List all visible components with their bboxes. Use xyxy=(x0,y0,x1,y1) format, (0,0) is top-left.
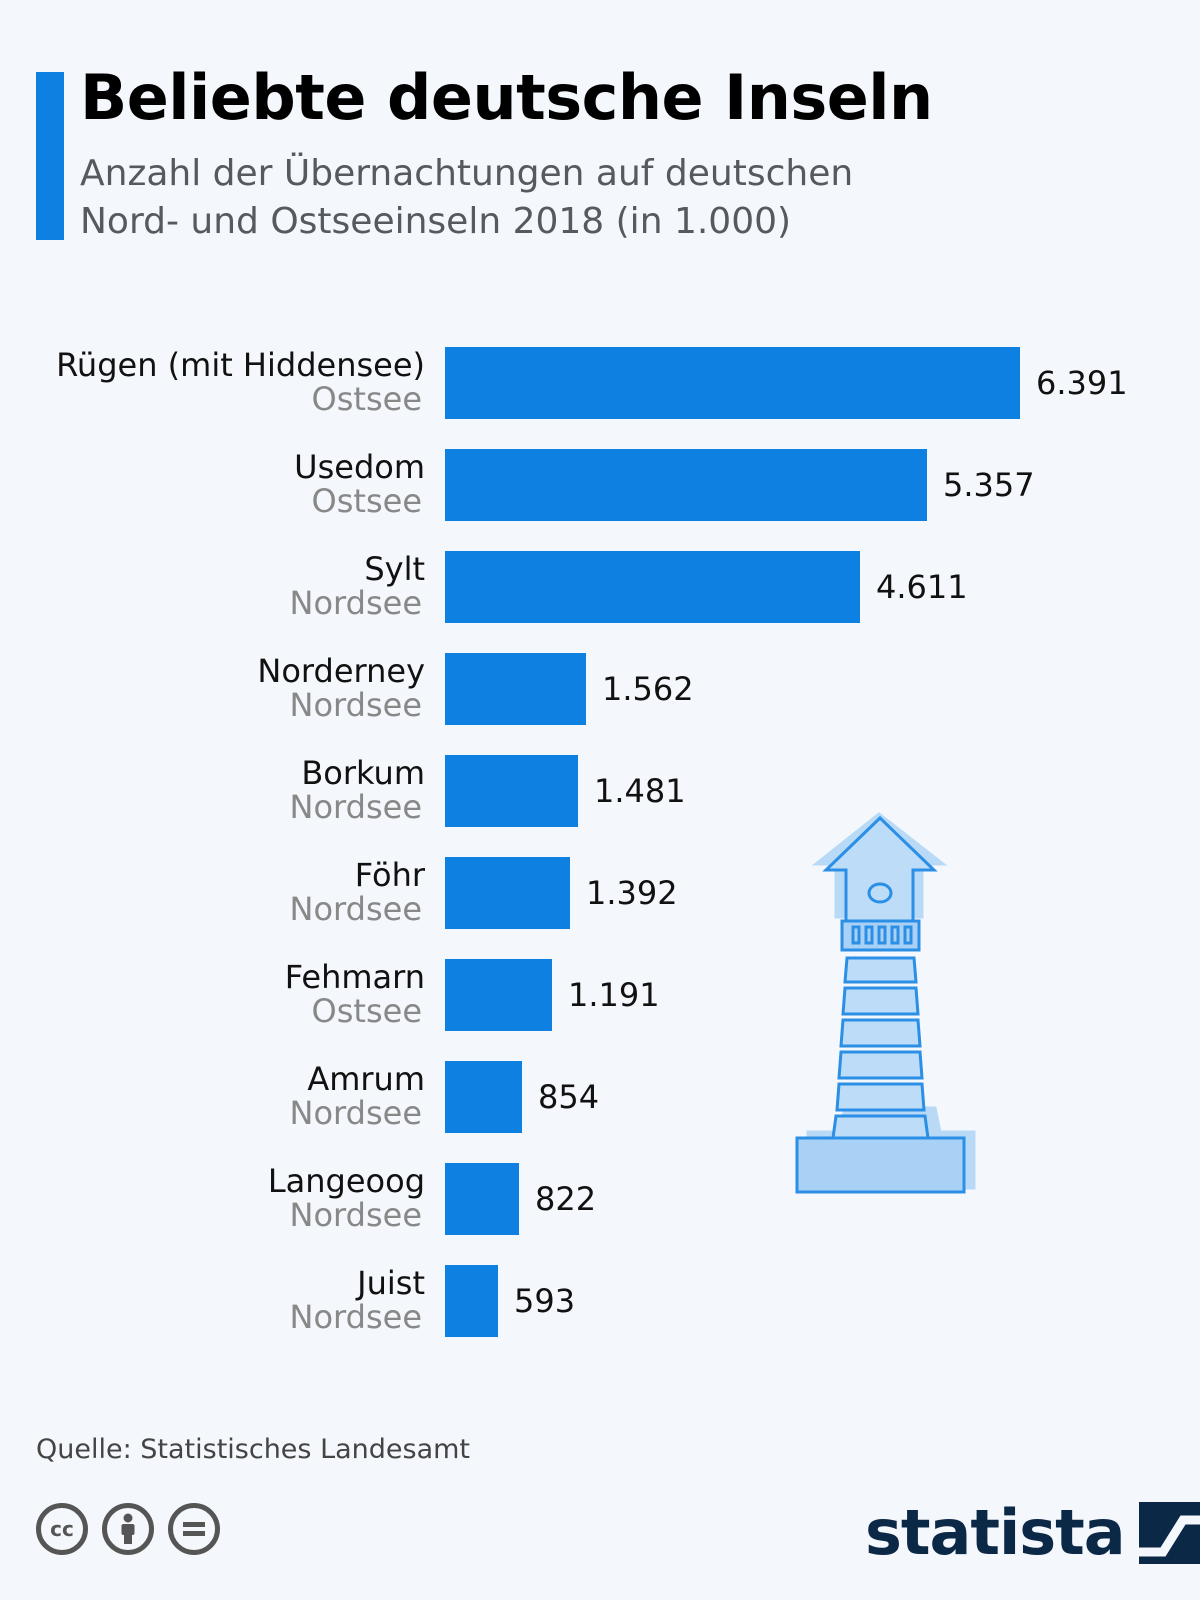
statista-logo: statista xyxy=(865,1498,1200,1568)
subtitle-line-2: Nord- und Ostseeinseln 2018 (in 1.000) xyxy=(80,201,792,242)
bar-8 xyxy=(445,1163,519,1235)
sea-label-3: Nordsee xyxy=(290,686,422,724)
lighthouse-illustration xyxy=(795,812,976,1194)
cc-icon[interactable]: cc xyxy=(36,1503,88,1555)
source-note: Quelle: Statistisches Landesamt xyxy=(36,1434,471,1465)
license-icons: cc xyxy=(36,1503,220,1555)
equals-glyph xyxy=(183,1522,205,1536)
category-label-8: Langeoog xyxy=(268,1162,425,1200)
category-label-1: Usedom xyxy=(294,448,425,486)
sea-label-7: Nordsee xyxy=(290,1094,422,1132)
bars-layer: Rügen (mit Hiddensee)Ostsee 6.391UsedomOs… xyxy=(56,346,1128,1337)
category-label-6: Fehmarn xyxy=(285,958,425,996)
bar-7 xyxy=(445,1061,522,1133)
bar-1 xyxy=(445,449,927,521)
person-glyph xyxy=(121,1513,135,1544)
bar-6 xyxy=(445,959,552,1031)
bar-2 xyxy=(445,551,860,623)
bar-0 xyxy=(445,347,1020,419)
bar-chart: Rügen (mit Hiddensee)Ostsee 6.391UsedomOs… xyxy=(56,346,1128,1337)
accent-bar xyxy=(36,72,64,240)
bar-5 xyxy=(445,857,570,929)
category-label-2: Sylt xyxy=(364,550,425,588)
subtitle-line-1: Anzahl der Übernachtungen auf deutschen xyxy=(80,153,854,194)
value-label-7: 854 xyxy=(538,1078,599,1116)
value-label-3: 1.562 xyxy=(602,670,694,708)
category-label-3: Norderney xyxy=(257,652,425,690)
cc-label: cc xyxy=(50,1517,74,1541)
value-label-4: 1.481 xyxy=(594,772,686,810)
bar-4 xyxy=(445,755,578,827)
value-label-9: 593 xyxy=(514,1282,575,1320)
value-label-5: 1.392 xyxy=(586,874,678,912)
bar-9 xyxy=(445,1265,498,1337)
by-icon[interactable] xyxy=(102,1503,154,1555)
sea-label-4: Nordsee xyxy=(290,788,422,826)
chart-subtitle: Anzahl der Übernachtungen auf deutschen … xyxy=(80,150,1080,246)
nd-icon[interactable] xyxy=(168,1503,220,1555)
category-label-7: Amrum xyxy=(307,1060,425,1098)
statista-logo-icon xyxy=(1138,1502,1200,1564)
bar-3 xyxy=(445,653,586,725)
value-label-6: 1.191 xyxy=(568,976,660,1014)
sea-label-2: Nordsee xyxy=(290,584,422,622)
value-label-0: 6.391 xyxy=(1036,364,1128,402)
value-label-1: 5.357 xyxy=(943,466,1035,504)
category-label-4: Borkum xyxy=(301,754,425,792)
sea-label-8: Nordsee xyxy=(290,1196,422,1234)
sea-label-9: Nordsee xyxy=(290,1298,422,1336)
sea-label-1: Ostsee xyxy=(312,482,422,520)
sea-label-6: Ostsee xyxy=(312,992,422,1030)
sea-label-0: Ostsee xyxy=(312,380,422,418)
logo-text: statista xyxy=(865,1496,1126,1569)
value-label-8: 822 xyxy=(535,1180,596,1218)
category-label-9: Juist xyxy=(355,1264,425,1302)
sea-label-5: Nordsee xyxy=(290,890,422,928)
value-label-2: 4.611 xyxy=(876,568,968,606)
category-label-0: Rügen (mit Hiddensee) xyxy=(56,346,425,384)
chart-title: Beliebte deutsche Inseln xyxy=(80,61,933,134)
category-label-5: Föhr xyxy=(355,856,426,894)
